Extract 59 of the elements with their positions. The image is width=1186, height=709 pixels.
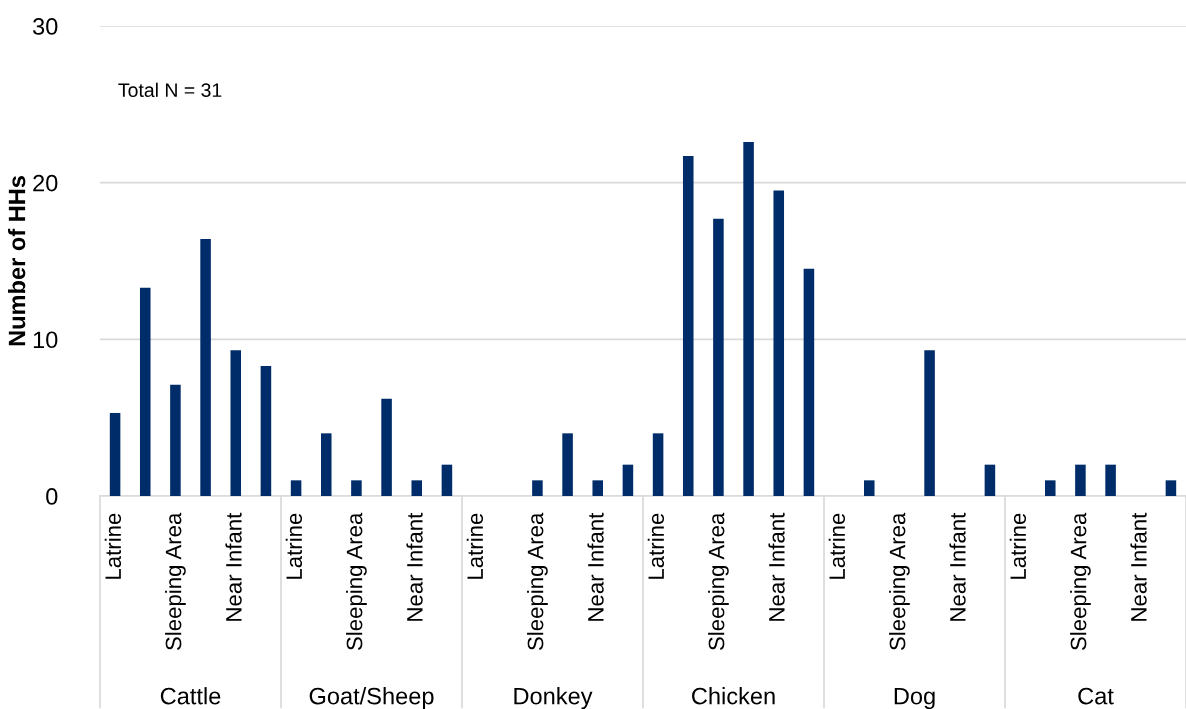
bar (562, 433, 573, 496)
text: Cat (1078, 687, 1114, 705)
y-tick-label: 30 (32, 18, 58, 35)
y-axis-title: Number of HHs (7, 176, 26, 346)
x-tick-label: Near Infant (949, 512, 966, 621)
x-tick-label: Sleeping Area (165, 512, 186, 651)
bar (230, 350, 242, 496)
bar (803, 268, 815, 496)
y-tick-label: 20 (33, 174, 58, 192)
bar (290, 480, 302, 496)
bar (381, 398, 392, 496)
x-tick-label: Latrine (104, 513, 122, 579)
x-tick-label: Latrine (285, 513, 303, 579)
text: Donkey (514, 687, 593, 709)
bar (260, 365, 272, 496)
bar (170, 384, 181, 496)
x-tick-label: Near Infant (587, 512, 604, 621)
y-tick-label: 10 (33, 331, 58, 349)
x-tick-label: Sleeping Area (346, 512, 367, 651)
bar (622, 464, 634, 496)
bar (200, 239, 211, 496)
text: Cattle (160, 687, 221, 705)
x-tick-label: Near Infant (768, 512, 785, 621)
x-tick-label: Sleeping Area (527, 512, 548, 651)
text: Chicken (692, 687, 775, 705)
x-tick-label: Near Infant (406, 512, 423, 621)
x-tick-label: Near Infant (225, 512, 242, 621)
bar (320, 433, 332, 496)
bar (1105, 464, 1116, 496)
bar (984, 464, 996, 496)
text: Dog (894, 687, 935, 709)
x-tick-label: Latrine (828, 513, 846, 579)
x-tick-label: Latrine (647, 513, 665, 579)
bar (652, 433, 664, 496)
x-tick-label: Latrine (1009, 513, 1027, 579)
bar (1044, 480, 1056, 496)
bar (592, 480, 604, 496)
x-tick-label: Sleeping Area (708, 512, 729, 651)
bar (411, 480, 423, 496)
x-tick-label: Near Infant (1130, 512, 1147, 621)
bar (351, 480, 362, 496)
bar (924, 350, 935, 496)
bar (1165, 480, 1177, 496)
bar (863, 480, 875, 496)
bar (139, 287, 151, 496)
bar (773, 190, 785, 496)
bar (532, 480, 543, 496)
y-tick-label: 0 (46, 488, 58, 505)
bar (1075, 464, 1086, 496)
x-tick-label: Latrine (466, 513, 484, 579)
bar (441, 464, 453, 496)
bar (682, 156, 694, 496)
x-tick-label: Sleeping Area (889, 512, 910, 651)
bar (713, 218, 724, 496)
x-tick-label: Sleeping Area (1070, 512, 1091, 651)
annotation: Total N = 31 (118, 82, 222, 98)
bar (109, 412, 121, 496)
bar (743, 141, 754, 496)
text: Goat/Sheep (309, 687, 434, 709)
